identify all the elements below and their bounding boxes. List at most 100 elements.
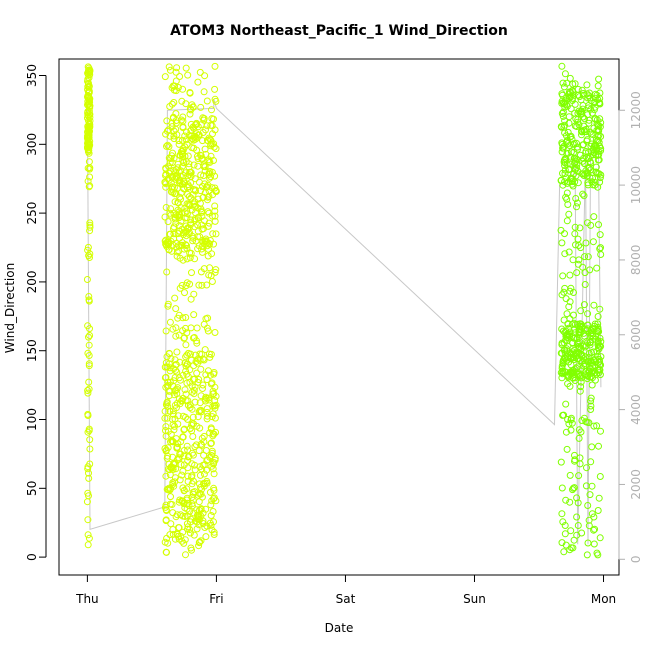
data-point (163, 268, 171, 276)
data-point (566, 471, 574, 479)
data-point (576, 224, 584, 232)
data-point (565, 303, 573, 311)
data-point (583, 464, 590, 472)
data-point (190, 144, 198, 152)
data-point (162, 472, 170, 480)
data-point (166, 132, 174, 140)
data-point (166, 318, 174, 326)
data-point (183, 370, 191, 378)
data-point (180, 461, 188, 469)
data-point (581, 269, 589, 277)
chart-title: ATOM3 Northeast_Pacific_1 Wind_Direction (170, 23, 508, 39)
y2-tick-label: 12000 (629, 91, 643, 129)
data-point (582, 342, 590, 350)
data-point (85, 149, 93, 157)
data-point (571, 451, 578, 459)
data-point (597, 244, 604, 252)
data-point (594, 507, 602, 514)
data-point (200, 470, 208, 478)
data-point (175, 331, 183, 339)
data-point (593, 144, 601, 152)
data-point (163, 117, 171, 125)
data-point (84, 387, 92, 394)
y-tick-label: 0 (25, 553, 39, 561)
data-point (558, 97, 566, 105)
data-point (565, 210, 573, 218)
data-point (199, 182, 206, 190)
data-point (176, 193, 184, 201)
data-point (200, 88, 208, 96)
data-point (184, 446, 192, 454)
data-point (595, 75, 603, 83)
data-point (587, 458, 595, 466)
data-point (186, 404, 194, 412)
data-point (165, 143, 173, 151)
data-point (83, 498, 91, 506)
data-point (204, 327, 212, 335)
data-point (171, 294, 179, 302)
data-point (558, 362, 566, 370)
data-point (561, 284, 569, 292)
data-point (185, 230, 193, 238)
data-point (591, 103, 599, 111)
data-point (183, 351, 191, 359)
data-point (581, 253, 589, 261)
data-point (577, 428, 585, 436)
data-point (197, 392, 205, 400)
data-point (582, 482, 590, 490)
data-point (576, 320, 584, 328)
data-point (558, 370, 566, 378)
data-point (562, 336, 570, 344)
data-point (85, 341, 93, 349)
x-tick-label: Sun (463, 592, 486, 606)
data-point (196, 424, 204, 432)
data-point (559, 108, 567, 116)
data-point (84, 349, 92, 357)
data-point (85, 100, 93, 108)
data-point (573, 199, 581, 207)
data-point (204, 314, 212, 322)
data-point (561, 250, 569, 258)
data-point (161, 363, 169, 371)
data-point (189, 433, 197, 440)
data-point (571, 122, 579, 130)
data-point (206, 158, 214, 166)
data-point (193, 339, 201, 347)
data-point (195, 214, 203, 222)
data-point (587, 365, 595, 373)
data-point (558, 325, 566, 333)
data-point (164, 141, 172, 149)
data-point (580, 192, 588, 200)
data-point (210, 143, 218, 151)
data-point (570, 154, 578, 162)
data-point (565, 420, 573, 428)
data-point (579, 342, 587, 350)
data-point (573, 269, 581, 277)
data-point (192, 351, 199, 359)
data-point (191, 398, 199, 406)
data-point (199, 114, 207, 122)
data-point (211, 62, 219, 70)
data-point (584, 539, 592, 547)
data-point (174, 443, 181, 451)
data-point (171, 401, 179, 409)
data-point (211, 383, 219, 391)
data-point (596, 334, 604, 342)
data-point (208, 168, 216, 176)
data-point (578, 128, 586, 136)
data-point (591, 525, 599, 533)
data-point (163, 548, 170, 556)
data-point (161, 374, 169, 382)
data-point (567, 426, 575, 434)
data-point (176, 73, 184, 80)
data-point (185, 163, 193, 171)
data-point (583, 551, 591, 559)
data-point (172, 77, 180, 85)
data-point (208, 212, 216, 220)
data-point (596, 534, 604, 542)
data-point (175, 535, 183, 543)
data-point (209, 230, 217, 238)
data-point (163, 142, 170, 150)
data-point (185, 183, 193, 191)
data-point (563, 189, 571, 197)
